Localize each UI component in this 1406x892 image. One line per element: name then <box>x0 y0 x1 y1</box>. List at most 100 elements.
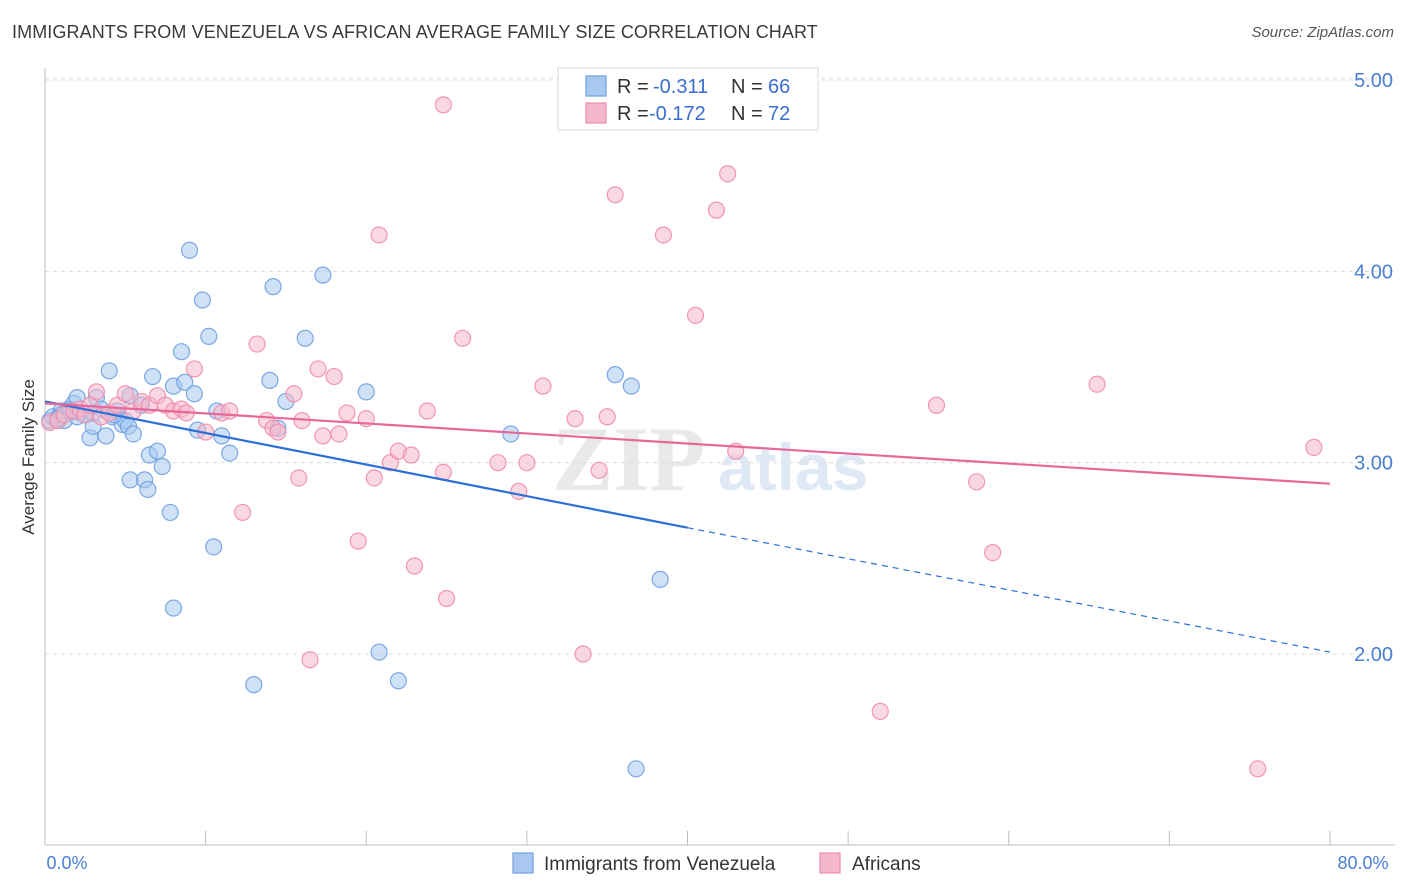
point-africans <box>285 385 303 403</box>
point-venezuela <box>200 327 218 345</box>
point-venezuela <box>627 760 645 778</box>
point-venezuela <box>264 278 282 296</box>
legend-n-label-2: N = <box>731 103 763 125</box>
point-africans <box>116 385 134 403</box>
point-africans <box>534 377 552 395</box>
point-africans <box>301 651 319 669</box>
point-venezuela <box>172 343 191 361</box>
point-venezuela <box>185 385 203 403</box>
point-africans <box>606 186 624 204</box>
point-africans <box>707 201 726 219</box>
y-tick-label: 5.00 <box>1354 70 1393 92</box>
legend-swatch-venezuela <box>585 75 607 97</box>
point-africans <box>686 306 705 324</box>
point-africans <box>489 454 507 472</box>
point-venezuela <box>622 377 640 395</box>
x-ticks <box>44 831 1331 845</box>
legend-box: R = -0.311 N = 66 R = -0.172 N = 72 <box>557 67 819 131</box>
x-tick-label-max: 80.0% <box>1337 853 1388 873</box>
point-venezuela <box>314 266 332 284</box>
point-africans <box>518 454 536 472</box>
point-venezuela <box>389 672 407 690</box>
point-africans <box>1088 375 1106 393</box>
y-tick-label: 4.00 <box>1354 261 1393 283</box>
y-tick-label: 2.00 <box>1354 644 1393 666</box>
point-venezuela <box>296 329 314 347</box>
point-africans <box>349 532 367 550</box>
trend-line-africans <box>44 402 1331 485</box>
bottom-legend-swatch-venezuela <box>512 852 534 874</box>
point-venezuela <box>124 425 142 443</box>
point-africans <box>269 423 287 441</box>
point-venezuela <box>148 442 167 460</box>
point-venezuela <box>245 676 263 694</box>
bottom-legend-swatch-africans <box>819 852 841 874</box>
point-africans <box>719 165 737 183</box>
data-points <box>41 96 1323 778</box>
y-axis-label: Average Family Size <box>19 379 38 535</box>
point-venezuela <box>221 444 239 462</box>
point-africans <box>418 402 436 420</box>
point-africans <box>314 427 332 445</box>
point-venezuela <box>97 427 115 445</box>
legend-n-label-1: N = <box>731 76 763 98</box>
point-venezuela <box>121 471 139 489</box>
point-africans <box>221 402 239 420</box>
point-venezuela <box>161 503 179 522</box>
point-africans <box>402 446 420 464</box>
point-venezuela <box>139 480 157 499</box>
point-africans <box>1305 438 1323 456</box>
legend-swatch-africans <box>585 102 607 124</box>
point-venezuela <box>357 383 375 401</box>
point-africans <box>338 404 356 422</box>
point-africans <box>654 226 673 244</box>
y-tick-label: 3.00 <box>1354 453 1393 475</box>
point-venezuela <box>193 291 212 309</box>
legend-n-value-1: 66 <box>768 76 790 98</box>
trend-lines <box>44 400 1331 653</box>
point-africans <box>566 410 584 428</box>
point-africans <box>434 96 452 114</box>
chart-title: IMMIGRANTS FROM VENEZUELA VS AFRICAN AVE… <box>12 22 818 42</box>
point-africans <box>598 408 616 426</box>
point-africans <box>871 702 889 721</box>
point-africans <box>325 367 343 386</box>
point-africans <box>574 645 592 663</box>
point-venezuela <box>153 457 171 476</box>
point-venezuela <box>164 599 183 617</box>
axes <box>44 68 1395 846</box>
x-tick-label-min: 0.0% <box>46 853 87 873</box>
trend-line-venezuela <box>44 400 688 529</box>
gridlines <box>45 77 1395 655</box>
point-venezuela <box>606 366 624 384</box>
legend-r-label-1: R = <box>617 76 649 98</box>
watermark-atlas: atlas <box>718 430 868 504</box>
point-venezuela <box>502 425 520 443</box>
trend-line-venezuela-extension <box>687 527 1331 653</box>
point-africans <box>405 557 424 575</box>
point-africans <box>233 503 252 522</box>
point-venezuela <box>261 371 279 389</box>
legend-n-value-2: 72 <box>768 103 790 125</box>
bottom-legend: Immigrants from Venezuela Africans <box>512 852 921 875</box>
point-africans <box>437 589 456 608</box>
point-venezuela <box>370 643 388 661</box>
point-venezuela <box>205 538 223 556</box>
point-africans <box>330 425 348 443</box>
legend-r-value-1: -0.311 <box>653 76 708 98</box>
point-africans <box>248 335 266 353</box>
point-africans <box>290 469 308 487</box>
point-africans <box>984 543 1002 562</box>
point-africans <box>927 396 946 414</box>
point-venezuela <box>176 373 194 391</box>
legend-r-value-2: -0.172 <box>649 103 706 125</box>
legend-r-label-2: R = <box>617 103 649 125</box>
point-africans <box>454 329 472 347</box>
point-africans <box>1249 760 1267 778</box>
point-africans <box>968 473 986 491</box>
point-venezuela <box>180 241 199 259</box>
point-africans <box>370 226 388 244</box>
bottom-legend-label-africans: Africans <box>852 854 921 875</box>
bottom-legend-label-venezuela: Immigrants from Venezuela <box>544 854 776 875</box>
